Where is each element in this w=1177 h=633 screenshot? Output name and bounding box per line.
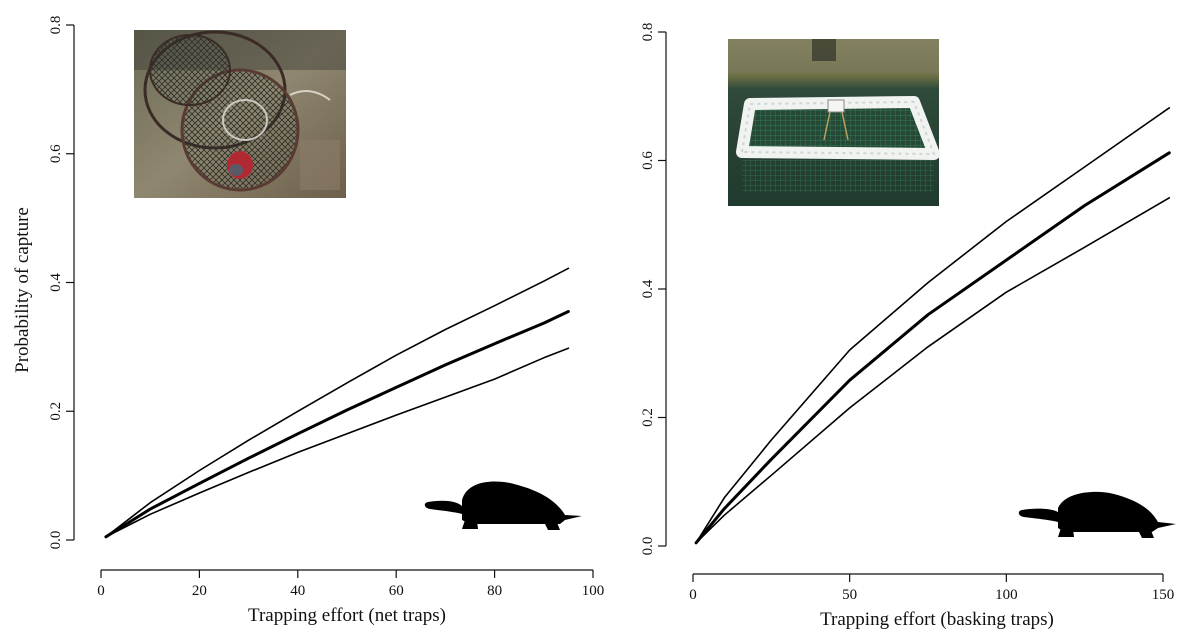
y-tick-label: 0.2 — [48, 402, 64, 421]
x-axis-label: Trapping effort (basking traps) — [820, 609, 1054, 630]
series-line-lower — [105, 347, 570, 538]
panel-1-series — [104, 267, 570, 539]
y-tick-label: 0.8 — [48, 16, 64, 35]
turtle-silhouette-2 — [1018, 491, 1176, 538]
y-tick-label: 0.0 — [48, 531, 64, 550]
x-tick-label: 40 — [290, 583, 305, 599]
series-line-mean — [104, 310, 570, 539]
y-axis-label: Probability of capture — [12, 207, 33, 373]
panel-2-series — [694, 107, 1171, 545]
x-tick-label: 0 — [97, 583, 105, 599]
x-tick-label: 0 — [689, 587, 697, 603]
basking-trap-photo — [728, 39, 940, 206]
x-tick-label: 150 — [1152, 587, 1175, 603]
series-line-mean — [694, 151, 1171, 545]
y-tick-label: 0.4 — [48, 273, 64, 292]
net-trap-photo — [134, 30, 346, 198]
y-tick-label: 0.4 — [640, 279, 656, 298]
turtle-silhouette-1 — [424, 481, 582, 530]
panel-1-axes: 0 20 40 60 80 100 0.0 0.2 0.4 0.6 0.8 Trapping effo… — [12, 16, 604, 626]
x-axis-label: Trapping effort (net traps) — [248, 605, 446, 626]
series-line-lower — [695, 197, 1171, 544]
x-tick-label: 80 — [487, 583, 502, 599]
series-line-upper — [105, 267, 570, 538]
x-tick-label: 100 — [582, 583, 605, 599]
chart-panel-basking-traps: 0 50 100 150 0.0 0.2 0.4 0.6 0.8 Trapping effort … — [640, 23, 1176, 630]
x-tick-label: 100 — [995, 587, 1018, 603]
x-tick-label: 20 — [192, 583, 207, 599]
y-tick-label: 0.6 — [48, 144, 64, 163]
y-tick-label: 0.0 — [640, 537, 656, 556]
panel-2-axes: 0 50 100 150 0.0 0.2 0.4 0.6 0.8 Trapping effort … — [640, 23, 1174, 630]
series-line-upper — [695, 107, 1171, 544]
x-tick-label: 60 — [389, 583, 404, 599]
y-tick-label: 0.6 — [640, 151, 656, 170]
x-tick-label: 50 — [842, 587, 857, 603]
chart-panel-net-traps: 0 20 40 60 80 100 0.0 0.2 0.4 0.6 0.8 Trapping effo… — [12, 16, 604, 626]
y-tick-label: 0.8 — [640, 23, 656, 42]
y-tick-label: 0.2 — [640, 408, 656, 427]
